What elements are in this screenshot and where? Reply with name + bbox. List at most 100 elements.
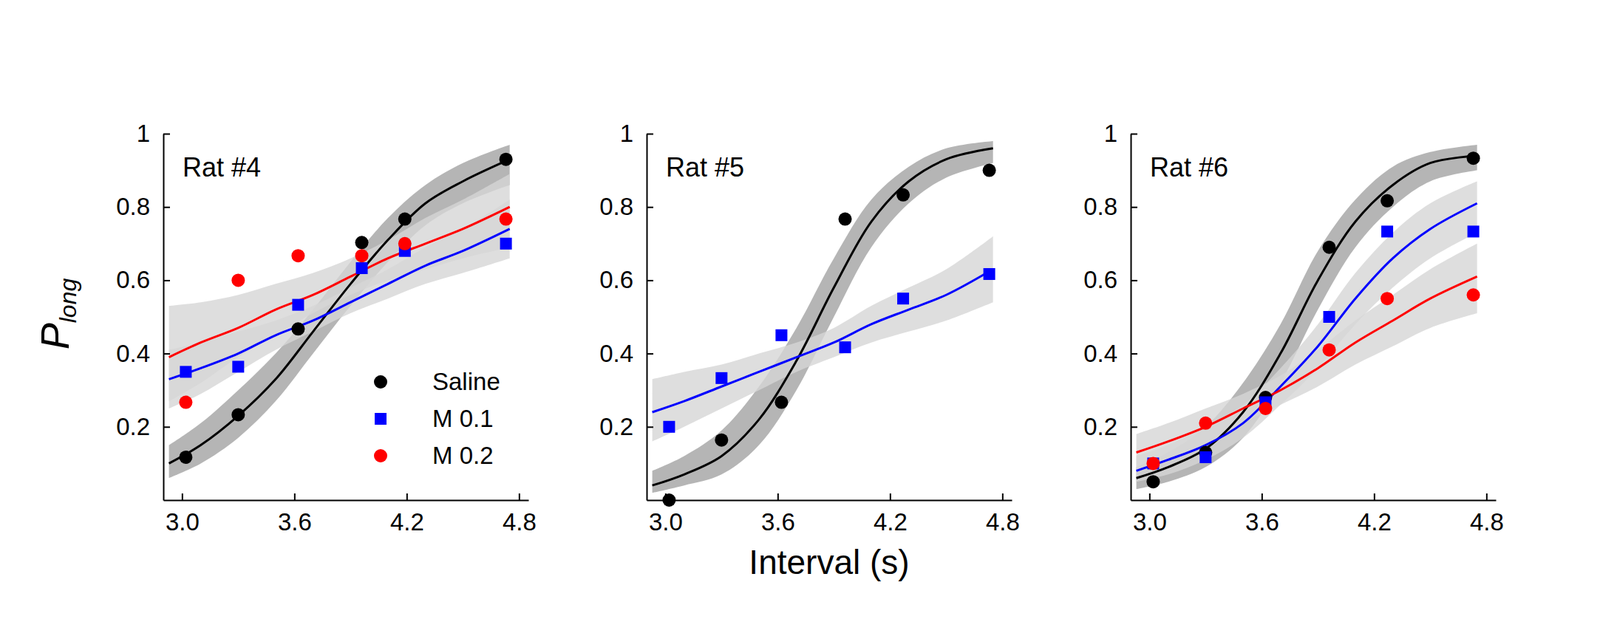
data-point: [231, 407, 245, 422]
tick-label: 0.4: [599, 339, 634, 368]
tick-label: 0.4: [116, 339, 151, 368]
tick-mark: [1130, 206, 1138, 209]
tick: 1: [1104, 119, 1138, 148]
tick-mark: [163, 133, 170, 136]
tick-mark: [665, 493, 667, 501]
plot-area: [169, 144, 510, 479]
tick-label: 0.8: [1083, 192, 1118, 221]
tick-label: 0.2: [599, 413, 634, 441]
tick-mark: [646, 280, 654, 282]
tick-label: 3.0: [165, 508, 200, 536]
fit-curve: [1136, 155, 1478, 479]
tick-label: 3.6: [1245, 508, 1280, 536]
confidence-band: [1136, 144, 1478, 490]
fit-curve: [169, 159, 510, 465]
panel: 3.03.64.24.80.20.40.60.81Rat #5Interval …: [599, 119, 1020, 582]
tick-mark: [1261, 493, 1264, 501]
data-point: [1466, 288, 1481, 302]
data-point: [715, 372, 728, 385]
tick-mark: [646, 133, 654, 136]
tick-mark: [646, 353, 654, 355]
tick-label: 4.2: [873, 508, 908, 536]
tick: 4.8: [985, 493, 1020, 536]
tick: 0.2: [1083, 413, 1138, 441]
data-point: [291, 249, 305, 263]
data-point: [398, 237, 412, 251]
legend: Saline M 0.1 M 0.2: [373, 368, 501, 470]
tick: 3.6: [761, 493, 796, 536]
tick: 1: [620, 119, 654, 148]
y-axis-title-subscript: long: [54, 278, 82, 324]
data-point: [499, 212, 513, 227]
legend-label: M 0.1: [432, 404, 494, 433]
tick-mark: [1373, 493, 1376, 501]
data-point: [291, 299, 304, 312]
tick: 0.4: [599, 339, 654, 368]
data-point: [1322, 240, 1337, 255]
tick-label: 0.4: [1083, 339, 1118, 368]
tick-label: 3.0: [648, 508, 683, 536]
fit-curve: [169, 206, 510, 357]
tick: 4.8: [502, 493, 537, 536]
tick-label: 0.8: [116, 192, 151, 221]
tick-mark: [1130, 426, 1138, 428]
tick-mark: [181, 493, 184, 501]
data-point: [1323, 311, 1336, 323]
data-point: [896, 188, 910, 202]
data-point: [982, 164, 997, 178]
confidence-band: [169, 144, 510, 479]
data-point: [1322, 343, 1337, 357]
tick-mark: [163, 280, 170, 282]
data-point: [232, 360, 244, 373]
tick-label: 3.6: [761, 508, 796, 536]
tick: 3.6: [277, 493, 312, 536]
tick: 3.6: [1245, 493, 1280, 536]
tick: 4.2: [390, 493, 425, 536]
tick-label: 0.2: [116, 413, 151, 441]
y-axis: 0.20.40.60.81: [599, 119, 654, 501]
plot-area: [652, 141, 994, 493]
tick-mark: [1149, 493, 1151, 501]
tick-label: 1: [136, 119, 151, 148]
data-point: [1146, 456, 1160, 471]
tick-mark: [646, 426, 654, 428]
data-point: [1258, 402, 1272, 416]
axis-line: [647, 500, 1013, 502]
tick-label: 4.2: [390, 508, 425, 536]
data-point: [714, 433, 728, 448]
tick-mark: [518, 493, 521, 501]
data-point: [355, 235, 369, 250]
data-point: [1146, 457, 1159, 470]
y-axis-title-main: P: [32, 322, 77, 350]
tick: 0.8: [599, 192, 654, 221]
plot-area: [1136, 144, 1478, 490]
data-point: [398, 212, 412, 227]
tick-label: 1: [620, 119, 634, 148]
data-point: [355, 249, 369, 263]
data-point: [178, 450, 193, 465]
panel-title: Rat #6: [1149, 152, 1229, 183]
tick: 0.4: [1083, 339, 1138, 368]
fit-curve: [652, 148, 994, 486]
tick-mark: [1486, 493, 1488, 501]
tick-label: 3.0: [1132, 508, 1167, 536]
data-point: [839, 341, 852, 354]
data-point: [179, 365, 192, 378]
tick-label: 4.8: [985, 508, 1020, 536]
panel: 3.03.64.24.80.20.40.60.81Rat #6: [1083, 119, 1504, 536]
confidence-band: [1136, 181, 1478, 482]
axis-line: [163, 134, 165, 502]
figure: 3.0 3.6 4.2 4.8 0.2 0.4 0.6 0.8 1 Rat #4 Plong Sali…: [0, 0, 1600, 636]
x-axis: 3.0 3.6 4.2 4.8: [647, 493, 1020, 536]
data-point: [1381, 225, 1394, 238]
data-point: [356, 262, 369, 275]
tick-mark: [294, 493, 296, 501]
tick: 0.6: [1083, 266, 1138, 294]
tick: 0.4: [116, 339, 170, 368]
legend-label: Saline: [432, 368, 501, 396]
confidence-band: [1136, 243, 1478, 472]
panel-title: Rat #4: [182, 152, 261, 183]
legend-label: M 0.2: [432, 441, 494, 470]
data-point: [499, 152, 513, 167]
tick-label: 1: [1104, 119, 1118, 148]
